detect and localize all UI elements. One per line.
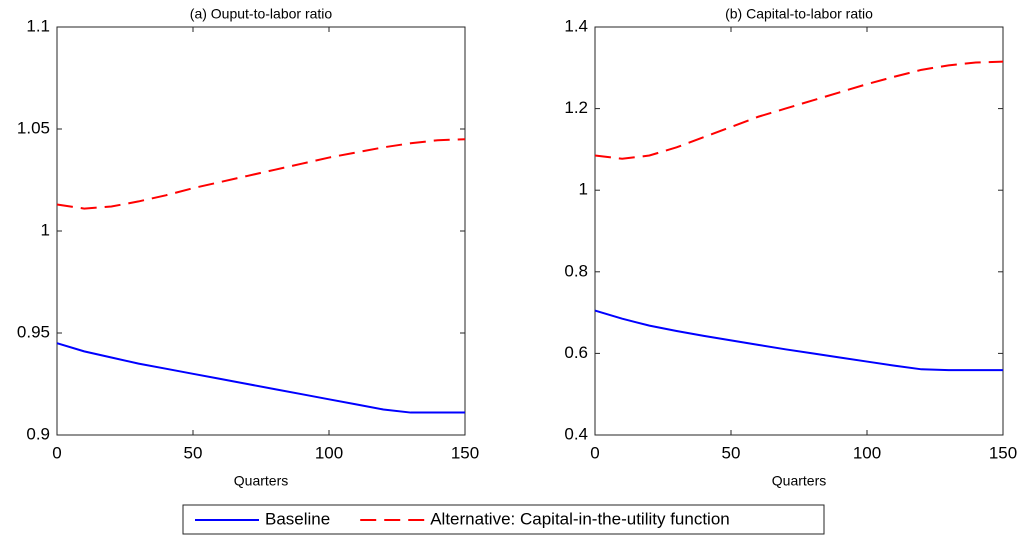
chart-title: (a) Ouput-to-labor ratio — [190, 6, 333, 22]
legend-label: Baseline — [265, 509, 330, 528]
x-tick-label: 150 — [451, 443, 479, 462]
y-tick-label: 1.2 — [564, 98, 588, 117]
data-line — [56, 342, 465, 414]
y-tick-label: 0.9 — [26, 424, 50, 443]
y-tick-label: 1 — [41, 220, 50, 239]
x-tick-label: 100 — [315, 443, 343, 462]
y-tick-label: 1.1 — [26, 16, 50, 35]
plot-frame — [56, 26, 466, 436]
x-axis-label: Quarters — [772, 473, 826, 489]
y-tick-label: 0.4 — [564, 424, 588, 443]
x-tick-label: 50 — [184, 443, 203, 462]
x-axis-label: Quarters — [234, 473, 288, 489]
x-tick-label: 100 — [853, 443, 881, 462]
x-tick-label: 0 — [590, 443, 599, 462]
x-tick-label: 0 — [52, 443, 61, 462]
plot-frame — [594, 26, 1004, 436]
x-tick-label: 50 — [722, 443, 741, 462]
data-line — [594, 60, 1004, 160]
x-tick-label: 150 — [989, 443, 1017, 462]
y-tick-label: 0.95 — [17, 322, 50, 341]
y-tick-label: 0.6 — [564, 343, 588, 362]
y-tick-label: 0.8 — [564, 261, 588, 280]
y-tick-label: 1.05 — [17, 118, 50, 137]
y-tick-label: 1.4 — [564, 16, 588, 35]
legend-label: Alternative: Capital-in-the-utility func… — [430, 509, 730, 528]
legend-box — [182, 504, 825, 535]
chart-title: (b) Capital-to-labor ratio — [725, 6, 873, 22]
data-line — [56, 138, 466, 210]
y-tick-label: 1 — [579, 180, 588, 199]
data-line — [594, 309, 1003, 372]
